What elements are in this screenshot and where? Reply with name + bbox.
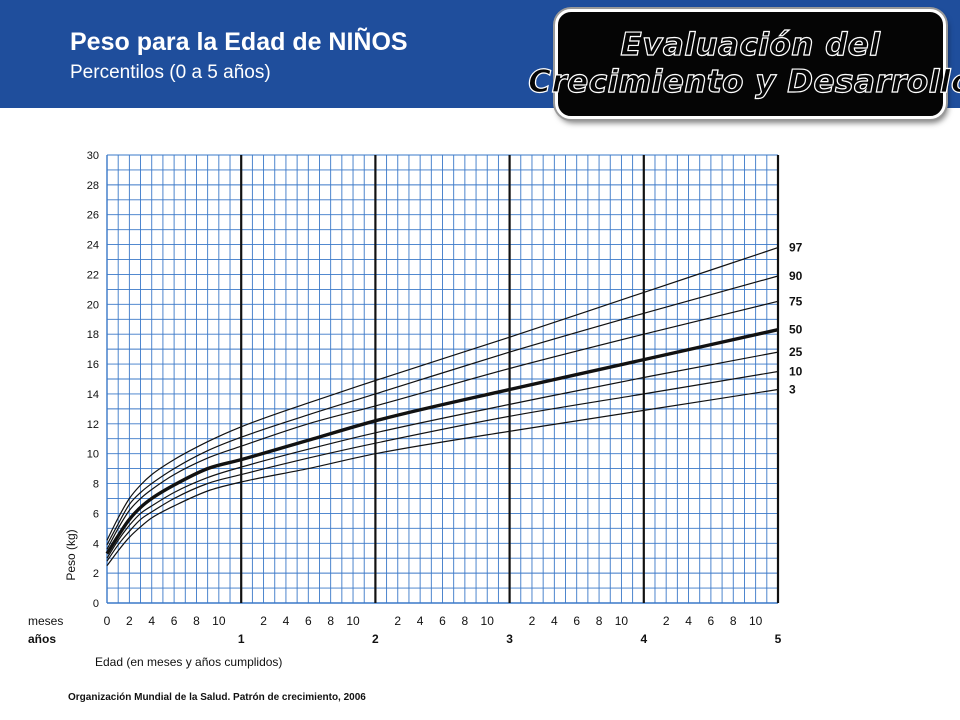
- x-month-tick-label: 6: [171, 614, 178, 628]
- evaluation-badge: Evaluación del Crecimiento y Desarrollo: [528, 9, 960, 119]
- percentile-curve-p10: [106, 370, 779, 562]
- x-month-tick-label: 10: [481, 614, 495, 628]
- x-year-tick-label: 4: [640, 632, 647, 646]
- page-title: Peso para la Edad de NIÑOS: [70, 28, 408, 56]
- page-subtitle: Percentilos (0 a 5 años): [70, 62, 271, 83]
- badge-line-1: Evaluación del: [620, 26, 881, 63]
- x-month-tick-label: 4: [283, 614, 290, 628]
- percentile-curve-p75: [106, 300, 779, 550]
- x-month-tick-label: 6: [573, 614, 580, 628]
- x-month-tick-label: 4: [551, 614, 558, 628]
- x-month-tick-label: 2: [260, 614, 267, 628]
- percentile-curve-p97: [106, 247, 779, 541]
- x-month-tick-label: 2: [394, 614, 401, 628]
- x-month-tick-label: 4: [148, 614, 155, 628]
- y-tick-label: 2: [93, 568, 99, 580]
- y-tick-label: 28: [87, 180, 99, 192]
- y-tick-label: 16: [87, 359, 99, 371]
- percentile-curve-p3: [106, 388, 779, 567]
- x-month-tick-label: 6: [708, 614, 715, 628]
- x-years-row-label: años: [28, 632, 56, 646]
- x-year-tick-label: 2: [372, 632, 379, 646]
- percentile-label-p3: 3: [789, 382, 796, 396]
- percentile-label-p10: 10: [789, 365, 803, 379]
- x-month-tick-label: 0: [104, 614, 111, 628]
- x-month-tick-label: 10: [615, 614, 629, 628]
- x-month-tick-label: 8: [327, 614, 334, 628]
- x-axis-label: Edad (en meses y años cumplidos): [95, 655, 282, 669]
- y-tick-label: 18: [87, 329, 99, 341]
- x-month-tick-label: 8: [462, 614, 469, 628]
- percentile-label-p97: 97: [789, 241, 803, 255]
- x-month-tick-label: 4: [685, 614, 692, 628]
- y-tick-label: 26: [87, 210, 99, 222]
- y-tick-label: 0: [93, 598, 99, 610]
- percentile-curve-p90: [106, 275, 779, 546]
- x-month-tick-label: 8: [193, 614, 200, 628]
- x-month-tick-label: 2: [126, 614, 133, 628]
- percentile-label-p90: 90: [789, 269, 803, 283]
- y-axis-label: Peso (kg): [64, 529, 78, 580]
- x-month-tick-label: 6: [439, 614, 446, 628]
- y-tick-label: 30: [87, 150, 99, 162]
- percentile-curve-p25: [106, 351, 779, 559]
- y-tick-label: 12: [87, 419, 99, 431]
- x-year-tick-label: 5: [775, 632, 782, 646]
- y-tick-label: 22: [87, 269, 99, 281]
- y-tick-label: 20: [87, 299, 99, 311]
- x-months-row-label: meses: [28, 614, 63, 628]
- x-month-tick-label: 2: [663, 614, 670, 628]
- y-tick-label: 4: [93, 538, 99, 550]
- percentile-label-p75: 75: [789, 294, 803, 308]
- x-year-tick-label: 3: [506, 632, 513, 646]
- x-month-tick-label: 10: [346, 614, 360, 628]
- x-month-tick-label: 10: [212, 614, 226, 628]
- y-tick-label: 14: [87, 389, 99, 401]
- percentile-label-p25: 25: [789, 345, 803, 359]
- y-tick-label: 10: [87, 449, 99, 461]
- x-year-tick-label: 1: [238, 632, 245, 646]
- y-tick-label: 6: [93, 508, 99, 520]
- y-tick-label: 24: [87, 240, 99, 252]
- x-month-tick-label: 2: [529, 614, 536, 628]
- percentile-label-p50: 50: [789, 323, 803, 337]
- percentile-curve-p50: [105, 328, 779, 555]
- x-month-tick-label: 4: [417, 614, 424, 628]
- y-tick-label: 8: [93, 479, 99, 491]
- x-month-tick-label: 8: [730, 614, 737, 628]
- badge-line-2: Crecimiento y Desarrollo: [528, 63, 960, 100]
- x-month-tick-label: 10: [749, 614, 763, 628]
- source-footer: Organización Mundial de la Salud. Patrón…: [68, 692, 366, 703]
- x-month-tick-label: 6: [305, 614, 312, 628]
- x-month-tick-label: 8: [596, 614, 603, 628]
